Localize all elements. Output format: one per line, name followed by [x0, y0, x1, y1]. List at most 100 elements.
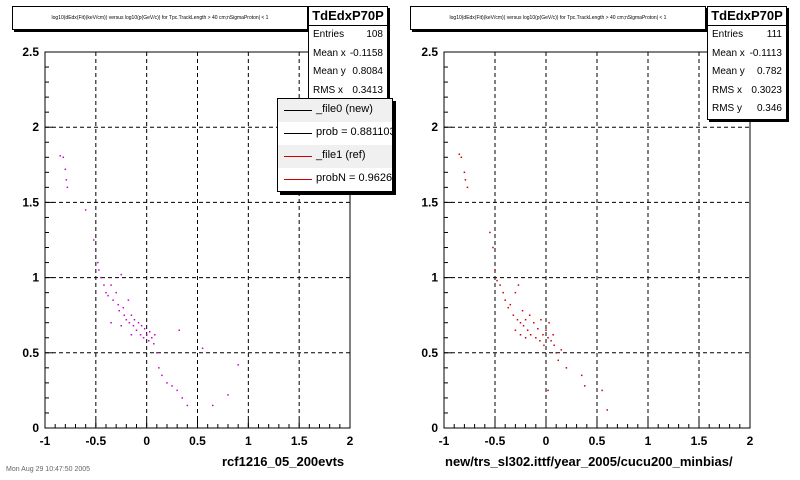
data-point [237, 364, 239, 366]
data-point [502, 291, 504, 294]
data-point [151, 337, 153, 339]
data-point [601, 389, 603, 392]
data-point [97, 261, 99, 264]
data-point [59, 155, 61, 157]
left-stats-row: Entries 108 [313, 29, 383, 40]
data-point [557, 359, 559, 362]
right-stats-box: TdEdxP70P Entries 111 Mean x -0.1113 Mean … [707, 6, 787, 120]
data-point [122, 306, 125, 309]
data-point [528, 314, 531, 316]
data-point [95, 249, 97, 252]
data-point [181, 397, 183, 399]
right-pad: log10(dEdx(Fit)(keV/cm)) versus log10(p(… [400, 0, 800, 480]
data-point [463, 171, 466, 174]
left-x-axis-label: rcf1216_05_200evts [222, 454, 345, 469]
x-tick-label: 0.5 [589, 434, 606, 448]
data-point [137, 321, 140, 324]
y-tick-label: 2 [32, 120, 39, 134]
right-scatter-plot: -1 -0.5 0 0.5 1 1.5 2 0 0.5 1 1.5 2 2.5 [421, 45, 753, 448]
data-point [140, 324, 143, 327]
data-point [147, 340, 150, 342]
data-point [537, 327, 539, 330]
data-point [84, 209, 87, 211]
data-point [458, 153, 461, 156]
data-point [110, 284, 112, 286]
y-tick-label: 0.5 [22, 346, 39, 360]
legend-line-red [284, 156, 312, 157]
data-point [123, 314, 126, 316]
legend-entry: _file0 (new) [278, 99, 392, 122]
y-tick-label: 0 [32, 421, 39, 435]
left-stats-row: RMS x 0.3413 [313, 84, 383, 96]
data-point [110, 321, 112, 324]
legend-entry: _file1 (ref) [278, 145, 392, 168]
legend-entry: probN = 0.962688 [278, 168, 392, 191]
data-point [201, 347, 204, 350]
data-point [539, 340, 541, 342]
x-tick-label: 0 [543, 434, 550, 448]
data-point [519, 321, 522, 324]
data-point [130, 334, 133, 336]
left-legend: _file0 (new) prob = 0.881103 _file1 (ref… [277, 98, 393, 192]
data-point [103, 284, 105, 286]
data-point [584, 385, 586, 387]
data-point [547, 389, 549, 392]
data-point [533, 321, 535, 324]
data-point [178, 329, 180, 331]
data-point [64, 168, 67, 171]
data-point [212, 404, 214, 407]
data-point [521, 309, 524, 312]
data-point [509, 303, 512, 306]
data-point [105, 291, 107, 294]
data-point [494, 269, 496, 271]
data-point [547, 337, 549, 339]
left-pad: log10(dEdx(Fit)(keV/cm)) versus log10(p(… [12, 6, 393, 469]
right-stats-row: Entries 111 [712, 29, 782, 40]
x-tick-label: -1 [40, 434, 51, 448]
data-point [143, 327, 146, 330]
data-point [466, 186, 469, 189]
data-point [139, 334, 142, 336]
data-point [117, 303, 119, 306]
x-tick-label: -1 [439, 434, 450, 448]
right-stats-row: RMS x 0.3023 [712, 84, 782, 96]
data-point [512, 314, 515, 316]
y-tick-label: 1 [431, 271, 438, 285]
left-plot-title: log10(dEdx(Fit)(keV/cm)) versus log10(p(… [12, 6, 308, 30]
left-stats-title: TdEdxP70P [309, 7, 387, 26]
data-point [524, 318, 527, 321]
data-point [154, 334, 156, 336]
data-point [145, 334, 148, 336]
data-point [553, 344, 555, 347]
data-point [499, 284, 501, 286]
legend-entry: prob = 0.881103 [278, 122, 392, 145]
data-point [496, 279, 498, 282]
x-tick-label: 1 [645, 434, 652, 448]
data-point [535, 337, 537, 339]
data-point [545, 329, 547, 331]
legend-line-black [284, 110, 312, 111]
data-point [606, 409, 608, 411]
data-point [148, 330, 151, 333]
x-tick-label: 2 [347, 434, 354, 448]
data-point [176, 389, 178, 392]
x-tick-label: 1.5 [291, 434, 308, 448]
right-stats-row: RMS y 0.346 [712, 103, 782, 114]
y-tick-label: 2 [431, 120, 438, 134]
x-tick-label: -0.5 [485, 434, 506, 448]
data-point [227, 394, 229, 396]
legend-line-black [284, 133, 312, 134]
data-point [135, 329, 138, 331]
data-point [115, 291, 117, 294]
data-point [580, 374, 583, 377]
data-point [100, 276, 102, 279]
data-point [65, 179, 68, 181]
right-stats-row: Mean y 0.782 [712, 66, 782, 77]
data-point [107, 294, 109, 297]
data-point [504, 299, 506, 301]
data-point [507, 306, 510, 309]
footer-timestamp: Mon Aug 29 10:47:50 2005 [6, 466, 91, 473]
left-stats-box: TdEdxP70P Entries 108 Mean x -0.1158 Mean … [308, 6, 388, 101]
y-tick-label: 0.5 [421, 346, 438, 360]
data-point [460, 156, 463, 159]
